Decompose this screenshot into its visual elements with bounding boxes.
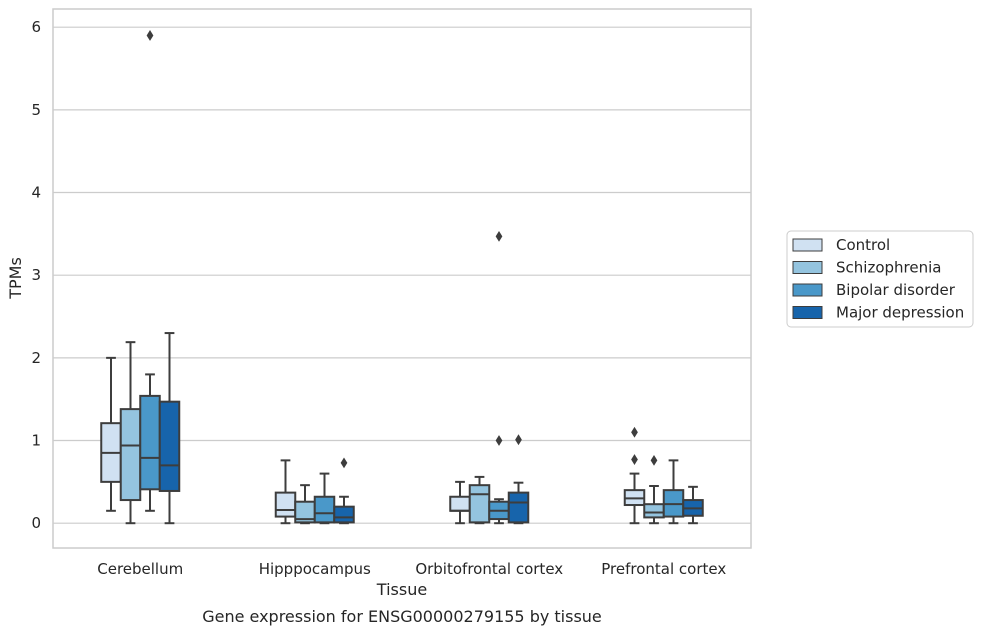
box-1-3	[333, 457, 355, 525]
outlier-point-1	[631, 426, 638, 438]
y-tick-label-1: 1	[31, 432, 41, 450]
y-tick-label-6: 6	[31, 18, 41, 36]
legend-label-2: Bipolar disorder	[836, 281, 956, 299]
outlier-point-0	[650, 454, 658, 466]
box-3-3	[682, 485, 704, 525]
box-0-1	[119, 341, 142, 525]
box-body	[139, 394, 161, 491]
outlier-point-0	[146, 30, 154, 41]
box-1-1	[294, 484, 316, 525]
y-tick-label-2: 2	[31, 349, 41, 367]
box-body	[449, 495, 471, 512]
outlier-point-0	[515, 434, 522, 446]
legend: Control Schizophrenia Bipolar disorder Majo…	[786, 230, 974, 328]
box-3-0	[623, 426, 646, 525]
box-body	[119, 408, 142, 502]
box-1-0	[274, 459, 297, 525]
x-tick-label-3: Prefrontal cortex	[601, 560, 726, 578]
x-tick-label-1: Hipppocampus	[259, 560, 371, 578]
box-0-2	[139, 30, 161, 512]
box-2-0	[449, 480, 471, 525]
x-axis-ticks: Cerebellum Hipppocampus Orbitofrontal cort…	[97, 560, 726, 578]
outlier-point-0	[631, 454, 638, 465]
y-axis-ticks: 0 1 2 3 4 5 6	[31, 18, 41, 532]
box-body	[333, 505, 355, 524]
box-2-1	[468, 475, 491, 525]
box-2-3	[507, 434, 530, 525]
legend-swatch-1	[792, 261, 823, 274]
chart-caption: Gene expression for ENSG00000279155 by t…	[202, 607, 602, 626]
box-0-0	[100, 356, 122, 512]
y-tick-label-4: 4	[31, 184, 41, 202]
legend-label-1: Schizophrenia	[836, 259, 941, 277]
outlier-point-1	[495, 230, 503, 242]
box-body	[643, 503, 665, 519]
box-0-3	[158, 332, 181, 525]
box-1-2	[313, 472, 336, 525]
y-tick-label-0: 0	[31, 514, 41, 532]
legend-label-0: Control	[836, 236, 890, 254]
y-tick-label-5: 5	[31, 101, 41, 119]
x-tick-label-2: Orbitofrontal cortex	[415, 560, 563, 578]
box-body	[468, 484, 491, 524]
box-body	[507, 491, 530, 524]
outlier-point-0	[340, 457, 348, 469]
y-tick-label-3: 3	[31, 266, 41, 284]
legend-swatch-0	[792, 238, 823, 252]
plot-frame	[52, 8, 752, 549]
legend-label-3: Major depression	[836, 304, 964, 322]
box-3-1	[643, 454, 665, 525]
x-axis-label: Tissue	[376, 580, 427, 599]
legend-swatch-2	[792, 283, 823, 297]
box-body	[313, 495, 336, 524]
boxes-layer	[100, 30, 704, 525]
outlier-point-0	[495, 435, 503, 446]
y-axis-label: TPMs	[6, 257, 25, 300]
legend-frame	[786, 230, 974, 328]
legend-swatch-3	[792, 306, 823, 319]
x-tick-label-0: Cerebellum	[97, 560, 183, 578]
box-body	[158, 400, 181, 492]
box-body	[274, 491, 297, 518]
box-3-2	[662, 459, 685, 525]
